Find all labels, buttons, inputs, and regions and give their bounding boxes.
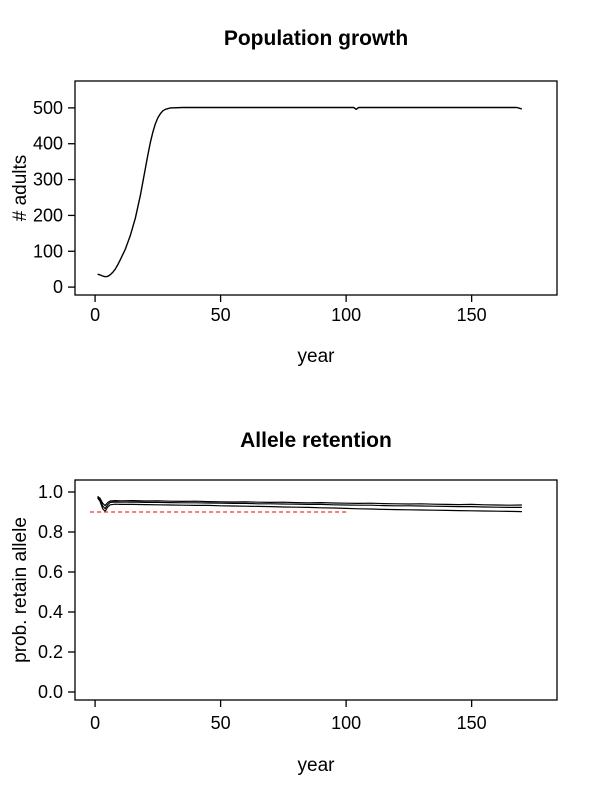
series-retention-upper-ci [97, 495, 522, 507]
y-axis-tick-label: 500 [33, 98, 63, 118]
y-axis-tick-label: 200 [33, 205, 63, 225]
x-axis-tick-label: 50 [211, 305, 231, 325]
x-axis-tick-label: 0 [90, 305, 100, 325]
plot-box [74, 479, 558, 701]
y-axis-label: # adults [10, 155, 31, 222]
series-retention-mean [97, 496, 522, 510]
chart-title: Allele retention [240, 429, 392, 452]
y-axis-tick-label: 100 [33, 241, 63, 261]
series-number-of-adults [97, 106, 523, 278]
chart-title: Population growth [224, 27, 408, 50]
y-axis-tick-label: 300 [33, 170, 63, 190]
y-axis-tick-label: 0 [53, 277, 63, 297]
series-retention-lower-ci [97, 497, 522, 513]
population-growth-chart: 0 50 100 150 0 100 200 300 400 500 Population grow… [10, 27, 558, 367]
y-axis-tick-label: 0.0 [38, 682, 63, 702]
y-axis-tick-label: 0.6 [38, 562, 63, 582]
y-axis-tick-label: 0.4 [38, 602, 63, 622]
x-axis-tick-label: 150 [457, 305, 487, 325]
x-axis-tick-label: 0 [90, 713, 100, 733]
x-axis-tick-label: 50 [211, 713, 231, 733]
y-axis-tick-label: 0.8 [38, 522, 63, 542]
x-axis-label: year [298, 755, 336, 776]
y-axis-tick-label: 1.0 [38, 482, 63, 502]
y-axis-tick-label: 0.2 [38, 642, 63, 662]
x-axis-tick-label: 100 [331, 305, 361, 325]
allele-retention-chart: 0 50 100 150 0.0 0.2 0.4 0.6 0.8 1.0 Allele retent… [10, 429, 558, 776]
plot-box [74, 80, 558, 296]
x-axis-label: year [298, 346, 336, 367]
y-axis-label: prob. retain allele [10, 517, 31, 663]
x-axis-tick-label: 100 [331, 713, 361, 733]
x-axis-tick-label: 150 [457, 713, 487, 733]
y-axis-tick-label: 400 [33, 134, 63, 154]
